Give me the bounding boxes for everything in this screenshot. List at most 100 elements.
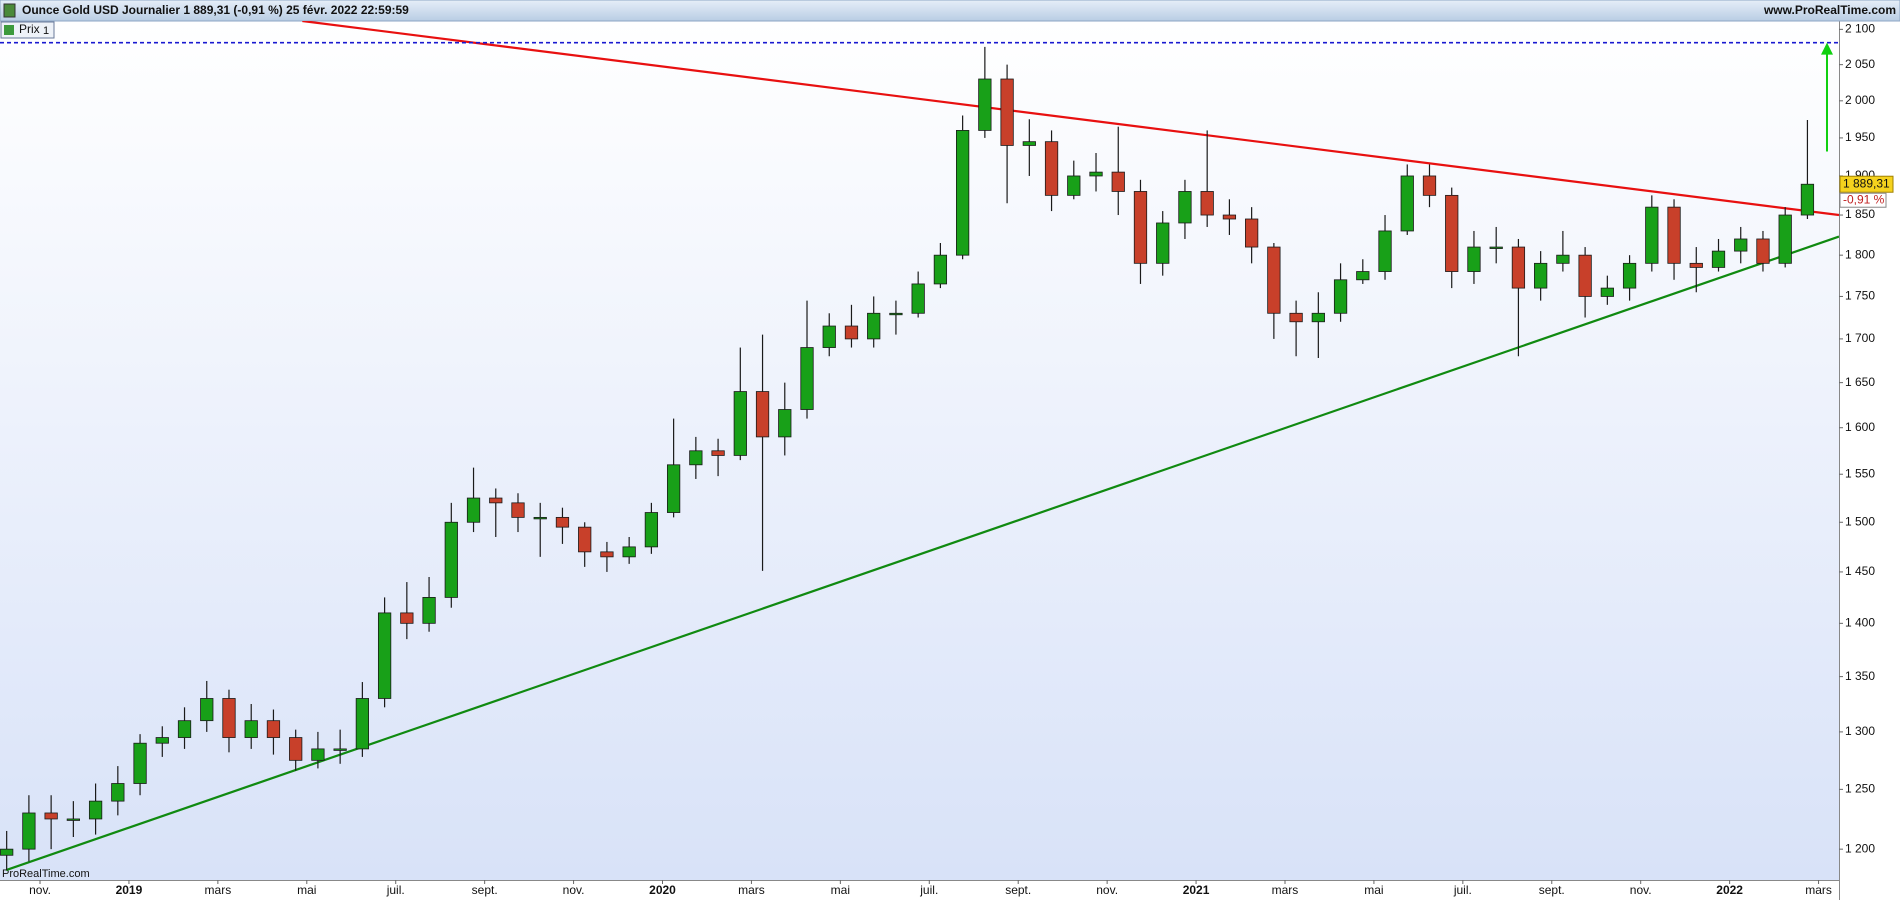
candle-body	[1489, 246, 1503, 249]
candle-body	[711, 450, 725, 456]
candle-body	[355, 698, 370, 750]
legend-swatch	[4, 25, 14, 35]
candle-body	[978, 78, 992, 131]
change-label: -0,91 %	[1843, 192, 1885, 206]
candle-body	[1311, 312, 1325, 323]
x-tick-label: nov.	[1630, 883, 1652, 897]
y-tick-label: 1 750	[1845, 289, 1875, 303]
candle-body	[489, 497, 503, 504]
y-tick-label: 1 200	[1845, 841, 1875, 855]
y-tick-label: 1 800	[1845, 247, 1875, 261]
candle-body	[200, 698, 214, 722]
x-tick-label: mars	[205, 883, 232, 897]
candle-body	[244, 720, 258, 738]
candle-body	[88, 800, 103, 820]
y-tick-label: 1 300	[1845, 724, 1875, 738]
y-tick-label: 1 700	[1845, 331, 1875, 345]
header-icon	[3, 3, 16, 18]
y-tick-label: 2 100	[1845, 22, 1875, 36]
candle-body	[1000, 78, 1014, 146]
y-tick-label: 1 850	[1845, 207, 1875, 221]
candle-body	[911, 283, 925, 314]
candle-body	[1645, 206, 1659, 264]
y-tick-label: 2 000	[1845, 93, 1875, 107]
x-tick-label: nov.	[563, 883, 585, 897]
candle-body	[1245, 218, 1259, 248]
change-tag	[1839, 192, 1887, 208]
candle-body	[1044, 141, 1059, 196]
candle-body	[1711, 250, 1726, 268]
candle-body	[1578, 254, 1592, 297]
trend-line	[302, 21, 1839, 217]
candle-body	[867, 312, 881, 340]
y-tick-label: 1 350	[1845, 669, 1875, 683]
candle-body	[1111, 171, 1125, 192]
candle-body	[733, 391, 747, 456]
candle-body	[755, 391, 770, 438]
y-tick-label: 1 650	[1845, 375, 1875, 389]
x-tick-label: mai	[831, 883, 850, 897]
chart-title: Ounce Gold USD Journalier 1 889,31 (-0,9…	[22, 3, 409, 17]
candle-body	[1267, 246, 1281, 314]
candle-body	[555, 516, 570, 528]
candle-body	[644, 512, 659, 548]
header	[0, 0, 1900, 22]
candle-body	[1067, 175, 1081, 196]
candle-body	[1156, 222, 1170, 264]
candle-body	[1289, 312, 1303, 323]
trend-line	[5, 235, 1839, 872]
x-tick-label: sept.	[1005, 883, 1031, 897]
x-tick-label: 2021	[1183, 883, 1210, 897]
candle-body	[1534, 262, 1548, 289]
candle-body	[155, 737, 169, 744]
candle-body	[1800, 183, 1815, 216]
candle-body	[533, 516, 547, 520]
candle-body	[1378, 230, 1392, 272]
candle-body	[1622, 262, 1637, 289]
candle-body	[689, 450, 703, 466]
candle-body	[266, 720, 281, 738]
plot-area	[0, 21, 1839, 880]
candle-body	[1333, 279, 1348, 314]
candle-body	[800, 347, 814, 410]
x-tick-label: mai	[297, 883, 316, 897]
candle-body	[377, 612, 392, 699]
y-tick-label: 2 050	[1845, 57, 1875, 71]
x-tick-label: mars	[1272, 883, 1299, 897]
legend-box[interactable]	[0, 21, 55, 39]
x-axis-area	[0, 880, 1839, 900]
candle-body	[133, 742, 147, 784]
candle-body	[822, 325, 836, 348]
candle-body	[1467, 246, 1481, 272]
candle-body	[1200, 191, 1214, 216]
x-tick-label: nov.	[29, 883, 51, 897]
candle-body	[1756, 238, 1770, 264]
candle-body	[289, 737, 303, 761]
candle-body	[956, 130, 970, 256]
candle-body	[66, 818, 80, 821]
candle-body	[889, 312, 903, 316]
candle-body	[466, 497, 481, 523]
candle-body	[22, 812, 36, 850]
y-tick-label: 1 250	[1845, 782, 1875, 796]
candle-body	[311, 748, 325, 761]
candle-body	[1400, 175, 1414, 232]
candle-body	[844, 325, 859, 340]
target-arrow-head	[1820, 42, 1833, 55]
x-tick-label: juil.	[386, 883, 405, 897]
candle-body	[1600, 287, 1614, 297]
candle-body	[1778, 214, 1792, 264]
x-tick-label: nov.	[1096, 883, 1118, 897]
x-tick-label: sept.	[472, 883, 498, 897]
source: www.ProRealTime.com	[1763, 3, 1896, 17]
y-tick-label: 1 550	[1845, 466, 1875, 480]
candle-body	[511, 502, 525, 518]
candle-body	[44, 812, 58, 820]
x-tick-label: juil.	[919, 883, 938, 897]
x-tick-label: mars	[1805, 883, 1832, 897]
x-tick-label: juil.	[1453, 883, 1472, 897]
candle-body	[1689, 262, 1703, 268]
candle-body	[600, 551, 614, 558]
candle-body	[1734, 238, 1748, 252]
candle-body	[1556, 254, 1570, 264]
